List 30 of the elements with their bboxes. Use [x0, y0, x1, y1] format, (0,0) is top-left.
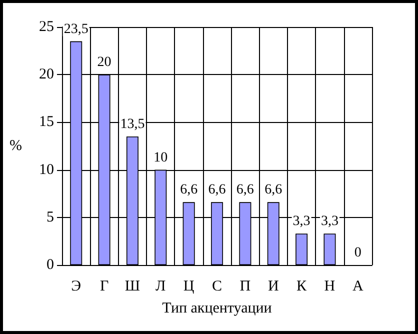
- data-label: 0: [354, 246, 362, 260]
- data-label: 6,6: [264, 182, 282, 198]
- x-tick-label: К: [296, 278, 308, 294]
- y-tick-label: 10: [39, 162, 54, 178]
- x-tick-label: И: [268, 278, 279, 294]
- x-axis-title: Тип акцентуации: [162, 300, 272, 316]
- y-tick-label: 0: [46, 257, 54, 273]
- data-label: 20: [97, 55, 112, 70]
- x-tick-label: С: [212, 278, 222, 294]
- x-tick-label: Ц: [183, 278, 194, 294]
- data-label: 23,5: [64, 22, 88, 37]
- y-tick-label: 5: [46, 209, 54, 226]
- x-tick-label: Л: [156, 278, 166, 294]
- x-tick-label: Ш: [124, 278, 140, 294]
- data-label: 6,6: [208, 182, 226, 198]
- y-tick-label: 15: [39, 114, 54, 130]
- data-label: 13,5: [120, 116, 145, 132]
- x-tick-label: Г: [100, 278, 109, 294]
- x-tick-label: П: [240, 278, 251, 294]
- data-label: 6,6: [236, 182, 254, 198]
- data-label: 3,3: [320, 214, 338, 230]
- x-tick-label: Н: [324, 278, 336, 294]
- x-tick-label: Э: [71, 278, 82, 294]
- y-axis-title: %: [10, 138, 22, 154]
- data-label: 3,3: [292, 214, 310, 230]
- y-tick-label: 25: [39, 19, 54, 35]
- data-label: 10: [154, 150, 168, 166]
- x-tick-label: А: [352, 278, 364, 294]
- data-label: 6,6: [180, 182, 198, 198]
- y-tick-label: 20: [39, 66, 54, 83]
